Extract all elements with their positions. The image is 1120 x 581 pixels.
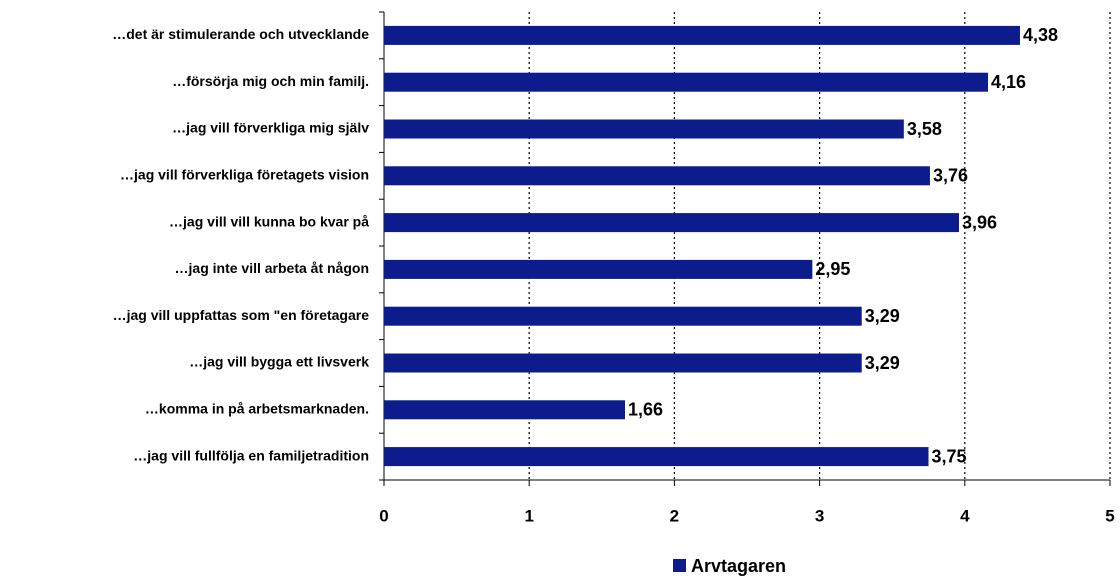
y-tick-label: …jag vill vill kunna bo kvar på: [169, 213, 369, 229]
data-label: 3,96: [962, 212, 997, 232]
data-label: 3,58: [907, 119, 942, 139]
data-label: 2,95: [815, 259, 850, 279]
bar: [384, 119, 904, 139]
bar: [384, 353, 862, 373]
legend-label: Arvtagaren: [691, 556, 786, 576]
bar: [384, 447, 929, 467]
y-tick-label: …komma in på arbetsmarknaden.: [145, 401, 369, 417]
bar: [384, 400, 626, 420]
data-label: 4,38: [1023, 25, 1058, 45]
x-tick-label: 5: [1105, 506, 1114, 525]
y-tick-label: …jag vill bygga ett livsverk: [189, 354, 369, 370]
data-label: 1,66: [628, 400, 663, 420]
x-tick-label: 4: [960, 506, 970, 525]
y-tick-label: …jag vill förverkliga mig själv: [172, 120, 369, 136]
y-tick-label: …det är stimulerande och utvecklande: [112, 26, 369, 42]
legend-swatch: [673, 559, 686, 572]
bar: [384, 166, 930, 186]
y-tick-label: …jag vill fullfölja en familjetradition: [133, 447, 369, 463]
x-tick-label: 0: [379, 506, 388, 525]
bar: [384, 25, 1020, 45]
x-tick-label: 1: [524, 506, 533, 525]
x-tick-label: 2: [670, 506, 679, 525]
y-tick-label: …försörja mig och min familj.: [172, 73, 369, 89]
bar: [384, 213, 959, 233]
data-label: 3,75: [932, 446, 967, 466]
data-label: 3,29: [865, 353, 900, 373]
y-tick-label: …jag inte vill arbeta åt någon: [175, 260, 369, 276]
bar: [384, 306, 862, 326]
data-label: 3,29: [865, 306, 900, 326]
y-tick-label: …jag vill uppfattas som "en företagare: [113, 307, 370, 323]
data-label: 3,76: [933, 166, 968, 186]
data-label: 4,16: [991, 72, 1026, 92]
y-tick-label: …jag vill förverkliga företagets vision: [120, 167, 369, 183]
x-tick-label: 3: [815, 506, 824, 525]
bar: [384, 72, 989, 92]
bar: [384, 259, 813, 279]
